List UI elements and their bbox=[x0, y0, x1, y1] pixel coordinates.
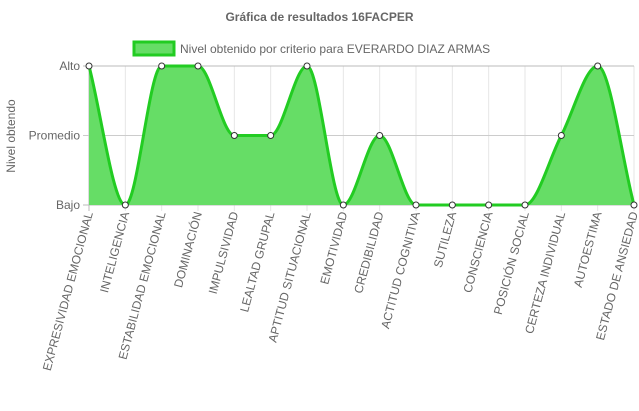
data-point[interactable] bbox=[412, 201, 420, 209]
x-tick-label: CERTEZA INDIVIDUAL bbox=[522, 210, 568, 335]
x-tick-label: EXPRESIVIDAD EMOCIONAL bbox=[40, 210, 96, 372]
data-point[interactable] bbox=[557, 132, 565, 139]
x-tick-label: ACTITUD COGNITIVA bbox=[378, 210, 423, 330]
series-fill bbox=[89, 66, 634, 205]
data-point[interactable] bbox=[303, 62, 311, 70]
data-point[interactable] bbox=[376, 132, 384, 139]
data-point[interactable] bbox=[448, 201, 456, 209]
data-point[interactable] bbox=[485, 201, 493, 209]
x-tick-label: AUTOESTIMA bbox=[571, 210, 605, 289]
x-tick-label: DOMINACIÓN bbox=[170, 210, 205, 289]
data-point[interactable] bbox=[158, 62, 166, 70]
x-tick-label: POSICIÓN SOCIAL bbox=[490, 210, 532, 317]
series-points bbox=[85, 62, 638, 209]
y-tick-label: Alto bbox=[59, 59, 80, 73]
data-point[interactable] bbox=[594, 62, 602, 70]
x-tick-label: IMPULSIVIDAD bbox=[206, 210, 242, 296]
data-point[interactable] bbox=[121, 201, 129, 209]
data-point[interactable] bbox=[630, 201, 638, 209]
x-tick-label: LEALTAD GRUPAL bbox=[237, 210, 277, 314]
data-point[interactable] bbox=[339, 201, 347, 209]
x-tick-label: INTELIGENCIA bbox=[97, 210, 132, 294]
x-tick-label: CREDIBILIDAD bbox=[351, 210, 386, 295]
legend[interactable]: Nivel obtenido por criterio para EVERARD… bbox=[132, 40, 490, 57]
data-point[interactable] bbox=[521, 201, 529, 209]
chart-title: Gráfica de resultados 16FACPER bbox=[225, 10, 413, 24]
x-ticks: EXPRESIVIDAD EMOCIONAL INTELIGENCIAESTABI… bbox=[40, 210, 639, 373]
data-point[interactable] bbox=[267, 132, 275, 139]
data-point[interactable] bbox=[194, 62, 202, 70]
x-tick-label: EMOTIVIDAD bbox=[317, 210, 350, 286]
y-tick-label: Promedio bbox=[29, 129, 81, 143]
x-tick-label: SUTILEZA bbox=[431, 210, 459, 269]
legend-label: Nivel obtenido por criterio para EVERARD… bbox=[180, 42, 490, 56]
data-point[interactable] bbox=[230, 132, 238, 139]
x-tick-label: CONSCIENCIA bbox=[460, 210, 495, 294]
data-point[interactable] bbox=[85, 62, 93, 70]
y-ticks: Bajo Promedio Alto bbox=[29, 59, 81, 212]
y-axis-label: Nivel obtendo bbox=[4, 99, 18, 173]
y-tick-label: Bajo bbox=[56, 198, 80, 212]
legend-swatch bbox=[132, 40, 176, 57]
